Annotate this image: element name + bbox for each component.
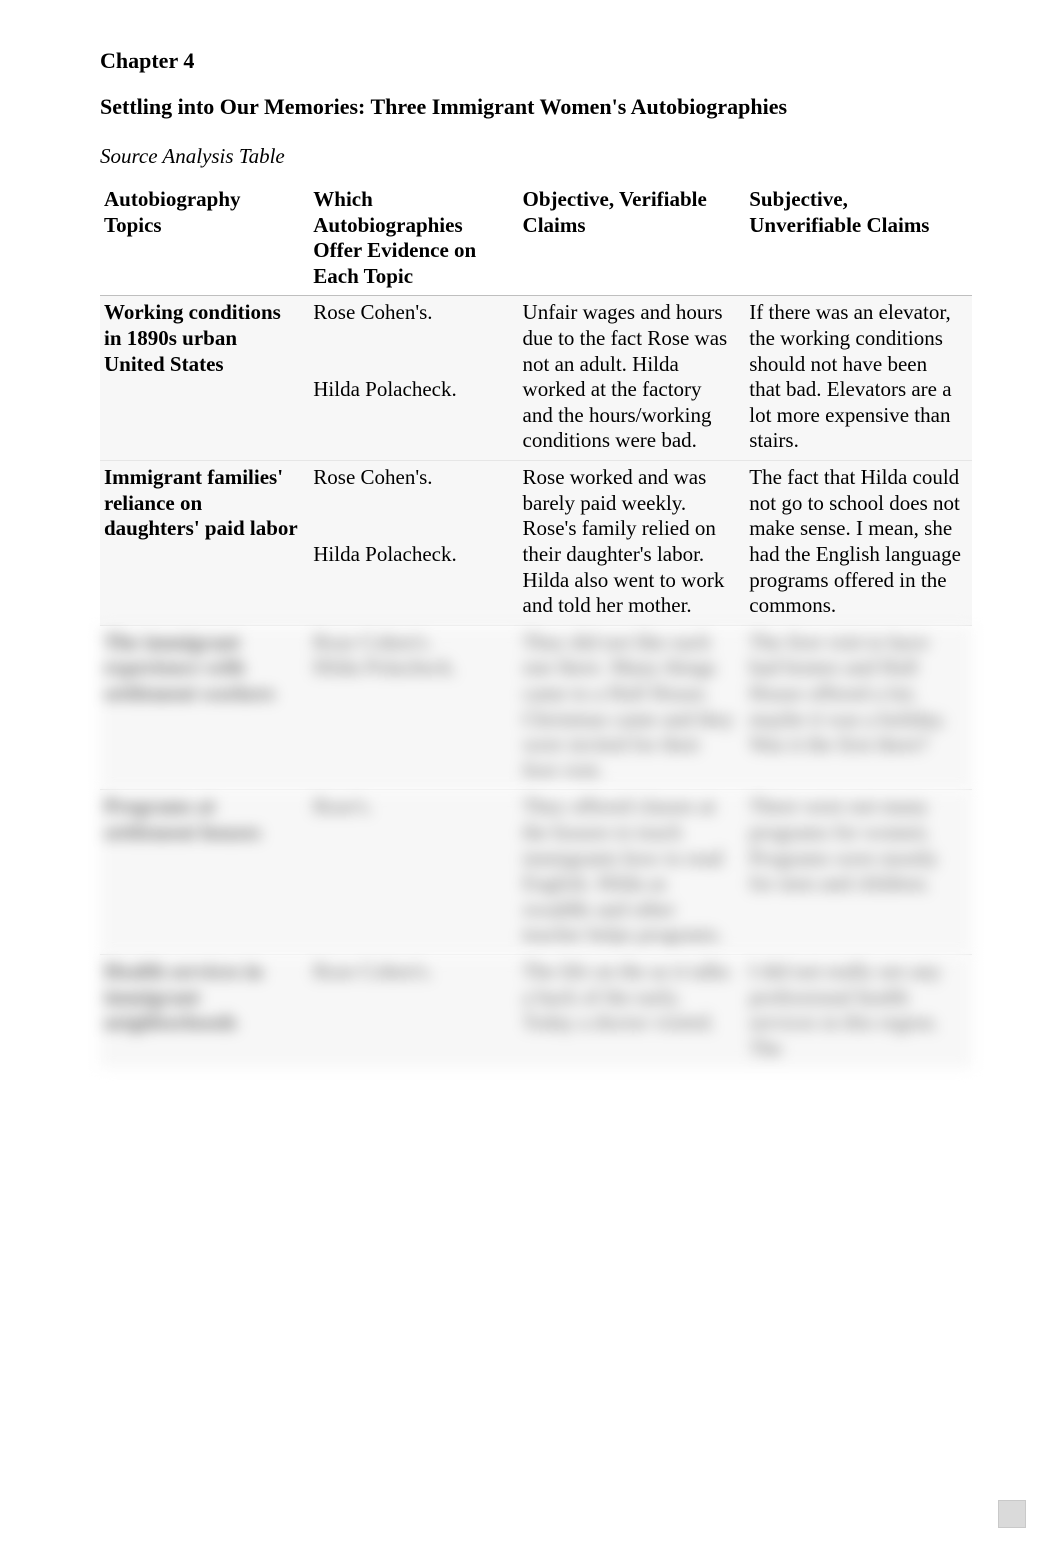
table-row: Immigrant families' reliance on daughter… (100, 461, 972, 626)
cell-which: Rose Cohen's.Hilda Polacheck. (309, 461, 518, 626)
cell-topic: The immigrant experience with settlement… (100, 625, 309, 790)
chapter-label: Chapter 4 (100, 48, 972, 74)
col-header-objective: Objective, Verifiable Claims (519, 183, 746, 296)
page-subtitle: Settling into Our Memories: Three Immigr… (100, 94, 972, 120)
table-title: Source Analysis Table (100, 144, 972, 169)
col-header-subjective: Subjective, Unverifiable Claims (745, 183, 972, 296)
cell-which: Rose Cohen's.Hilda Polacheck. (309, 296, 518, 461)
cell-objective: The life on the as it talks a back of th… (519, 955, 746, 1068)
col-header-which: Which Autobiographies Offer Evidence on … (309, 183, 518, 296)
table-header-row: Autobiography Topics Which Autobiographi… (100, 183, 972, 296)
cell-topic: Programs at settlement houses (100, 790, 309, 955)
cell-topic: Immigrant families' reliance on daughter… (100, 461, 309, 626)
source-analysis-table: Autobiography Topics Which Autobiographi… (100, 183, 972, 1068)
cell-topic: Working conditions in 1890s urban United… (100, 296, 309, 461)
cell-which: Rose Cohen's.Hilda Polacheck. (309, 625, 518, 790)
cell-subjective: There were not many programs for women. … (745, 790, 972, 955)
cell-topic: Health services in immigrant neighborhoo… (100, 955, 309, 1068)
cell-subjective: The fact that Hilda could not go to scho… (745, 461, 972, 626)
cell-subjective: If there was an elevator, the working co… (745, 296, 972, 461)
cell-subjective: I did not really see any professional he… (745, 955, 972, 1068)
cell-objective: Rose worked and was barely paid weekly. … (519, 461, 746, 626)
table-row: Working conditions in 1890s urban United… (100, 296, 972, 461)
table-row-blurred: The immigrant experience with settlement… (100, 625, 972, 790)
cell-objective: Unfair wages and hours due to the fact R… (519, 296, 746, 461)
cell-objective: They did not like each one there. Many t… (519, 625, 746, 790)
cell-subjective: The first visit to have had homes and Hu… (745, 625, 972, 790)
table-row-blurred: Programs at settlement houses Rose's. Th… (100, 790, 972, 955)
cell-which: Rose's. (309, 790, 518, 955)
table-row-blurred: Health services in immigrant neighborhoo… (100, 955, 972, 1068)
cell-which: Rose Cohen's. (309, 955, 518, 1068)
col-header-topic: Autobiography Topics (100, 183, 309, 296)
page-corner-badge (998, 1500, 1026, 1528)
cell-objective: They offered classes at the houses to te… (519, 790, 746, 955)
